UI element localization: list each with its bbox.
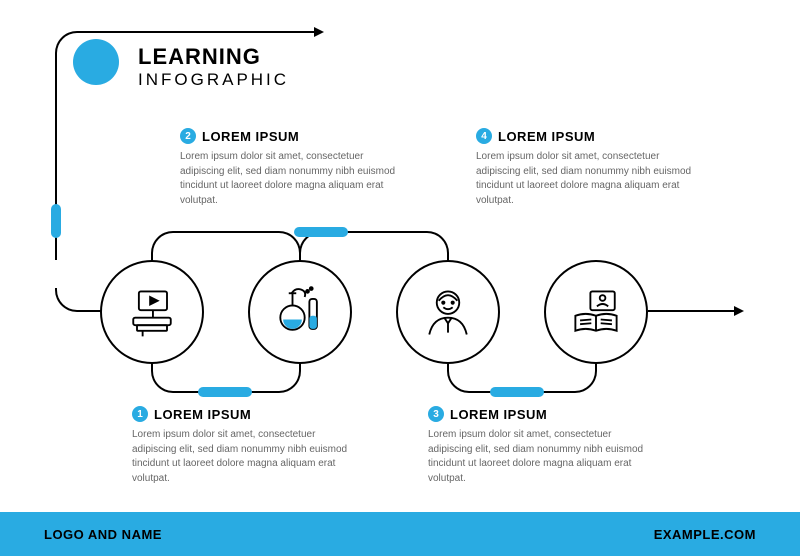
step-title: LOREM IPSUM (450, 407, 547, 422)
connector-corner (277, 369, 301, 393)
step-number-badge: 4 (476, 128, 492, 144)
page-title: LEARNING INFOGRAPHIC (138, 44, 289, 90)
lab-icon (270, 282, 330, 342)
title-accent-circle (73, 39, 119, 85)
connector-corner (447, 369, 471, 393)
connector-corner (55, 288, 79, 312)
arrow-right-icon (734, 306, 744, 316)
title-line2: INFOGRAPHIC (138, 70, 289, 90)
arrow-right-icon (314, 27, 324, 37)
step-body: Lorem ipsum dolor sit amet, consectetuer… (476, 150, 706, 208)
node-1 (100, 260, 204, 364)
connector-corner (151, 231, 175, 255)
connector-corner (573, 369, 597, 393)
book-monitor-icon (566, 282, 626, 342)
step-number-badge: 2 (180, 128, 196, 144)
footer-logo-text: LOGO AND NAME (44, 527, 162, 542)
step-title: LOREM IPSUM (154, 407, 251, 422)
infographic-stage: LEARNING INFOGRAPHIC (0, 0, 800, 556)
node-4 (544, 260, 648, 364)
connector-pill (490, 387, 544, 397)
footer-bar: LOGO AND NAME EXAMPLE.COM (0, 512, 800, 556)
connector-seg (78, 31, 314, 33)
step-number-badge: 3 (428, 406, 444, 422)
connector-pill (51, 204, 61, 238)
connector-seg (648, 310, 734, 312)
step-title: LOREM IPSUM (498, 129, 595, 144)
step-number-badge: 1 (132, 406, 148, 422)
connector-corner (425, 231, 449, 255)
step-body: Lorem ipsum dolor sit amet, consectetuer… (132, 428, 362, 486)
title-line1: LEARNING (138, 44, 289, 70)
connector-pill (198, 387, 252, 397)
node-3 (396, 260, 500, 364)
step-1: 1 LOREM IPSUM Lorem ipsum dolor sit amet… (132, 406, 362, 486)
step-3: 3 LOREM IPSUM Lorem ipsum dolor sit amet… (428, 406, 658, 486)
connector-seg (174, 231, 278, 233)
video-learning-icon (122, 282, 182, 342)
step-4: 4 LOREM IPSUM Lorem ipsum dolor sit amet… (476, 128, 706, 208)
connector-corner (151, 369, 175, 393)
node-2 (248, 260, 352, 364)
step-title: LOREM IPSUM (202, 129, 299, 144)
step-body: Lorem ipsum dolor sit amet, consectetuer… (180, 150, 410, 208)
footer-url: EXAMPLE.COM (654, 527, 756, 542)
step-body: Lorem ipsum dolor sit amet, consectetuer… (428, 428, 658, 486)
connector-seg (78, 310, 102, 312)
connector-pill (294, 227, 348, 237)
step-2: 2 LOREM IPSUM Lorem ipsum dolor sit amet… (180, 128, 410, 208)
person-icon (418, 282, 478, 342)
